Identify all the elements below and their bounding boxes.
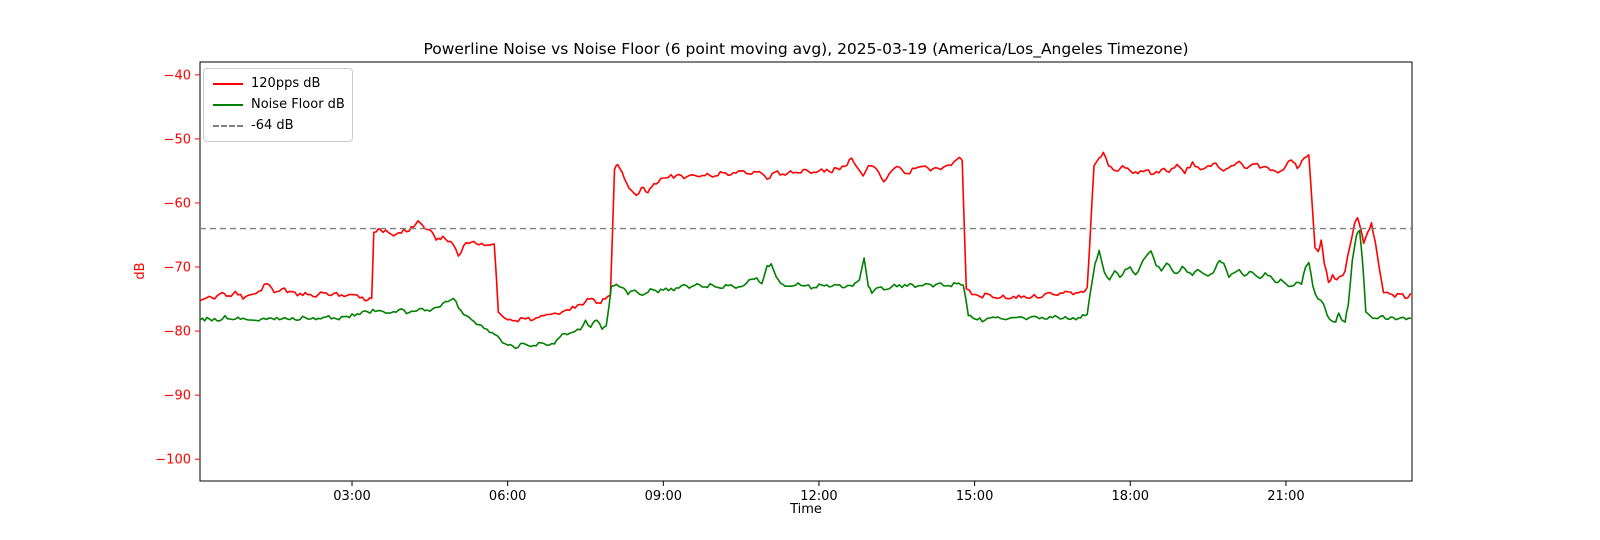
x-tick-label: 12:00 [800,489,837,504]
x-tick-label: 09:00 [645,489,682,504]
y-tick-label: −40 [164,68,191,83]
legend-red-line-sample [213,83,243,85]
legend-label-noise-floor: Noise Floor dB [251,97,345,112]
legend-item-120pps: 120pps dB [213,76,342,92]
x-tick-label: 18:00 [1112,489,1149,504]
y-tick-label: −60 [164,196,191,211]
y-tick-label: −90 [164,389,191,404]
y-axis-label: dB [133,262,148,279]
legend-label-120pps: 120pps dB [251,76,321,91]
legend-green-line-sample [213,104,243,106]
plot-frame [199,61,1413,482]
series-line-0 [199,151,1412,323]
legend-label-threshold: -64 dB [251,118,294,133]
x-tick-label: 06:00 [489,489,526,504]
x-tick-label: 03:00 [333,489,370,504]
x-tick-label: 21:00 [1267,489,1304,504]
x-axis-label: Time [789,502,822,517]
legend-item-threshold: -64 dB [213,118,342,134]
y-tick-label: −80 [164,325,191,340]
axes-layer: 03:00 06:00 09:00 12:00 15:00 18:00 21:00 −40 −5… [155,61,1413,504]
data-series-layer [199,151,1412,350]
chart-title: Powerline Noise vs Noise Floor (6 point … [423,40,1188,59]
y-tick-label: −100 [155,453,191,468]
y-tick-label: −50 [164,132,191,147]
y-tick-label: −70 [164,261,191,276]
legend-dashed-line-sample [213,125,243,127]
x-tick-label: 15:00 [956,489,993,504]
legend-box: 120pps dB Noise Floor dB -64 dB [203,68,353,142]
legend-item-noise-floor: Noise Floor dB [213,97,345,113]
series-line-1 [199,229,1412,350]
